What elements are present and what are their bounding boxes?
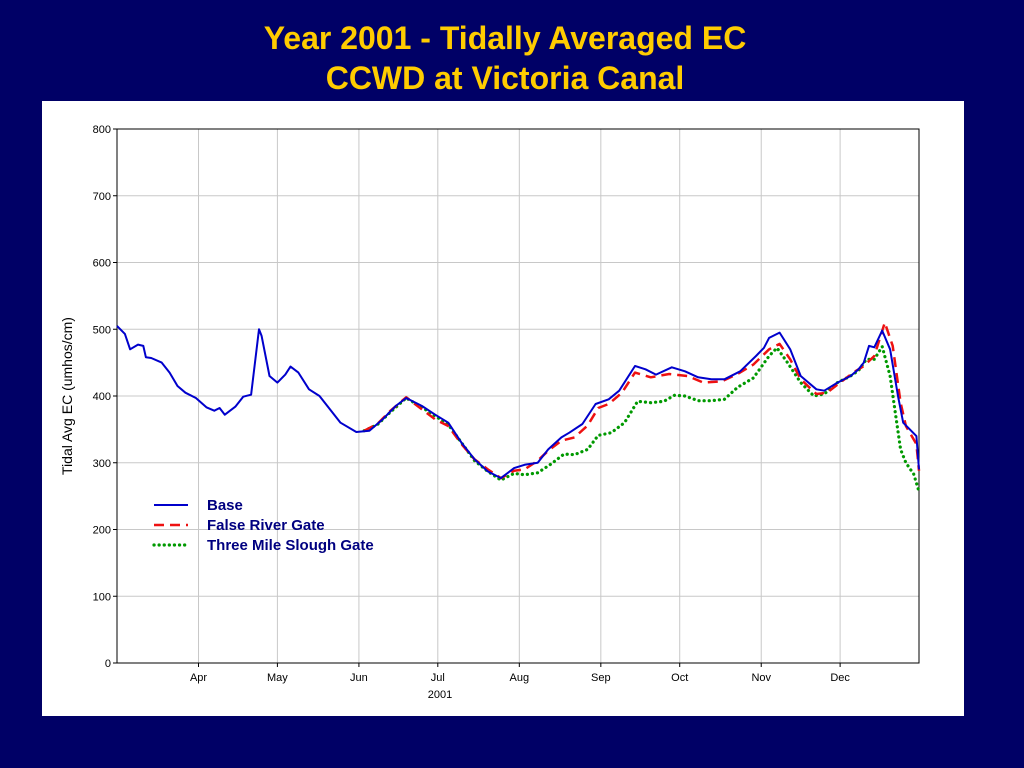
y-tick-label: 100 — [93, 591, 111, 603]
x-tick-label-dec: Dec — [830, 672, 850, 684]
series-line-false-river-gate — [363, 321, 921, 480]
x-tick-label-may: May — [267, 672, 288, 684]
y-tick-label: 700 — [93, 191, 111, 203]
x-tick-label-jun: Jun — [350, 672, 368, 684]
y-tick-label: 400 — [93, 391, 111, 403]
chart-panel: 0 100 200 300 400 500 600 700 800 Apr May Jun Jul Aug… — [42, 101, 964, 716]
slide-title-line1: Year 2001 - Tidally Averaged EC — [263, 20, 747, 56]
x-tick-label-sep: Sep — [591, 672, 611, 684]
y-tick-label: 600 — [93, 258, 111, 270]
x-tick-label-nov: Nov — [751, 672, 771, 684]
x-tick-label-apr: Apr — [190, 672, 207, 684]
x-tick-label-aug: Aug — [510, 672, 530, 684]
slide-title-line2: CCWD at Victoria Canal — [325, 60, 685, 96]
y-axis-label: Tidal Avg EC (umhos/cm) — [59, 317, 75, 475]
legend: Base False River Gate Three Mile Slough Ga… — [152, 497, 374, 554]
y-tick-label: 0 — [105, 658, 111, 670]
legend-label-three-mile-slough-gate: Three Mile Slough Gate — [207, 537, 374, 554]
y-tick-label: 300 — [93, 458, 111, 470]
legend-label-base: Base — [207, 497, 243, 514]
x-tick-label-jul: Jul — [431, 672, 445, 684]
legend-label-false-river-gate: False River Gate — [207, 517, 325, 534]
x-axis-label: 2001 — [428, 689, 452, 701]
slide-title: Year 2001 - Tidally Averaged EC CCWD at … — [0, 18, 1010, 98]
y-tick-label: 500 — [93, 324, 111, 336]
y-tick-label: 800 — [93, 124, 111, 136]
series-layer — [116, 321, 921, 494]
axis-layer: 0 100 200 300 400 500 600 700 800 Apr May Jun Jul Aug… — [93, 124, 851, 684]
y-tick-label: 200 — [93, 525, 111, 537]
series-line-base — [116, 325, 920, 480]
ec-line-chart: 0 100 200 300 400 500 600 700 800 Apr May Jun Jul Aug… — [59, 124, 921, 701]
x-tick-label-oct: Oct — [671, 672, 688, 684]
grid-layer — [117, 129, 919, 663]
